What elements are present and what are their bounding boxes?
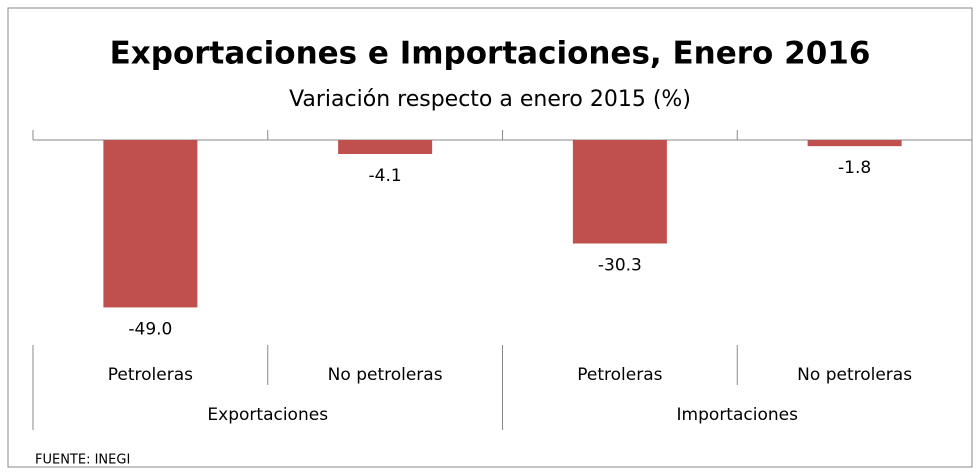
- bar: [103, 140, 198, 308]
- x-tick-label: Petroleras: [108, 365, 193, 385]
- data-label: -30.3: [598, 256, 642, 276]
- bar: [807, 140, 902, 147]
- chart-subtitle: Variación respecto a enero 2015 (%): [289, 87, 691, 112]
- source-note: FUENTE: INEGI: [35, 453, 130, 468]
- data-label: -1.8: [838, 158, 871, 178]
- bar: [572, 140, 667, 244]
- data-label: -49.0: [128, 319, 172, 339]
- x-tick-label: Petroleras: [577, 365, 662, 385]
- chart-title: Exportaciones e Importaciones, Enero 201…: [110, 36, 871, 72]
- group-label: Exportaciones: [207, 405, 328, 425]
- data-label: -4.1: [369, 166, 402, 186]
- x-tick-label: No petroleras: [797, 365, 912, 385]
- bar: [338, 140, 433, 155]
- x-tick-label: No petroleras: [328, 365, 443, 385]
- group-label: Importaciones: [677, 405, 799, 425]
